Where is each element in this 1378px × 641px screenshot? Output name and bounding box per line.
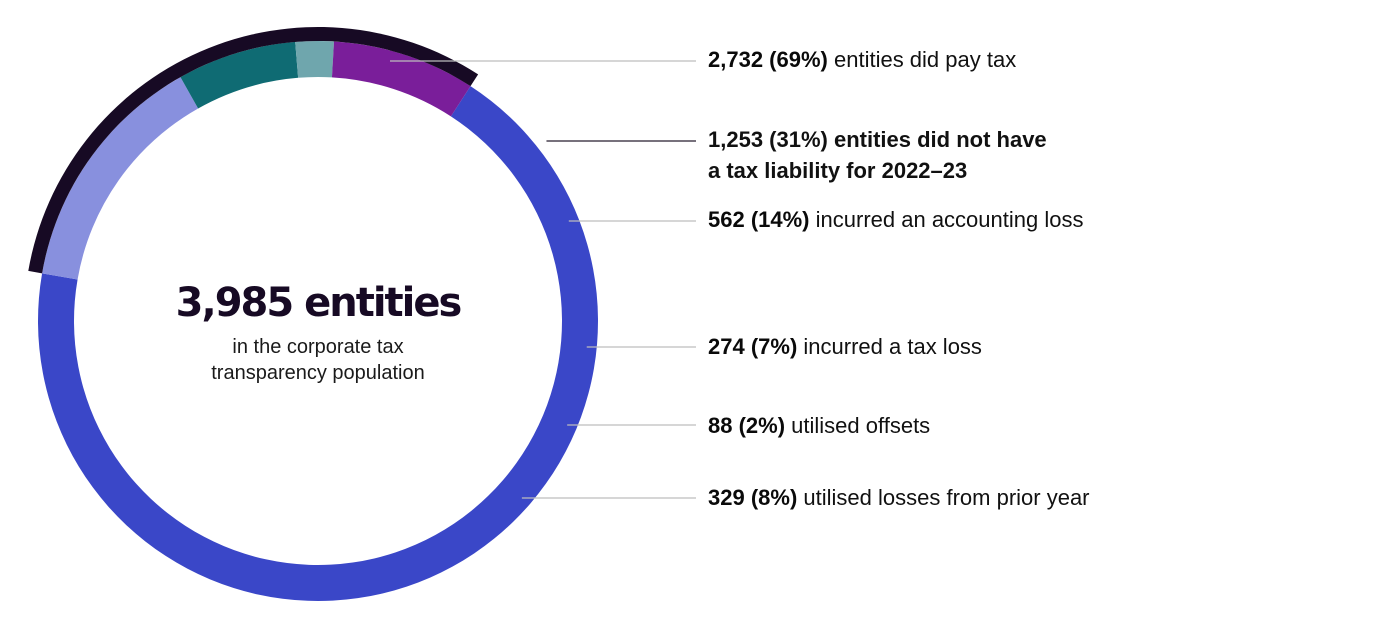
- total-entities-title: 3,985 entities: [175, 280, 463, 326]
- segment-accounting-loss: [42, 77, 199, 280]
- label-prior-losses-value: 329 (8%): [708, 485, 798, 510]
- total-entities-subtitle: in the corporate tax transparency popula…: [118, 334, 518, 386]
- label-tax-loss: 274 (7%) incurred a tax loss: [708, 331, 982, 363]
- subtitle-line-2: transparency population: [211, 362, 425, 384]
- label-prior-losses-text: utilised losses from prior year: [803, 485, 1090, 510]
- label-accounting-loss-text: incurred an accounting loss: [815, 207, 1084, 232]
- label-no-tax-liability: 1,253 (31%) entities did not have a tax …: [708, 124, 1047, 186]
- subtitle-line-1: in the corporate tax: [232, 336, 404, 358]
- group-bracket-arc: [28, 26, 479, 274]
- label-offsets-value: 88 (2%): [708, 413, 786, 438]
- no-tax-liability-bracket-arc: [28, 26, 479, 274]
- segment-tax-loss: [180, 41, 299, 109]
- label-pay-tax: 2,732 (69%) entities did pay tax: [708, 44, 1016, 76]
- leader-lines: [390, 60, 696, 499]
- label-accounting-loss-value: 562 (14%): [708, 207, 810, 232]
- segment-prior-losses: [331, 41, 471, 117]
- segment-offsets: [295, 41, 335, 78]
- label-accounting-loss: 562 (14%) incurred an accounting loss: [708, 204, 1083, 236]
- donut-segments: [37, 41, 598, 601]
- label-offsets-text: utilised offsets: [791, 413, 931, 438]
- label-prior-losses: 329 (8%) utilised losses from prior year: [708, 482, 1090, 514]
- label-pay-tax-value: 2,732 (69%): [708, 47, 828, 72]
- label-no-tax-liability-line-2: a tax liability for 2022–23: [708, 158, 968, 183]
- label-tax-loss-text: incurred a tax loss: [803, 334, 982, 359]
- label-no-tax-liability-line-1: 1,253 (31%) entities did not have: [708, 127, 1047, 152]
- label-offsets: 88 (2%) utilised offsets: [708, 410, 930, 442]
- label-tax-loss-value: 274 (7%): [708, 334, 798, 359]
- label-pay-tax-text: entities did pay tax: [833, 47, 1017, 72]
